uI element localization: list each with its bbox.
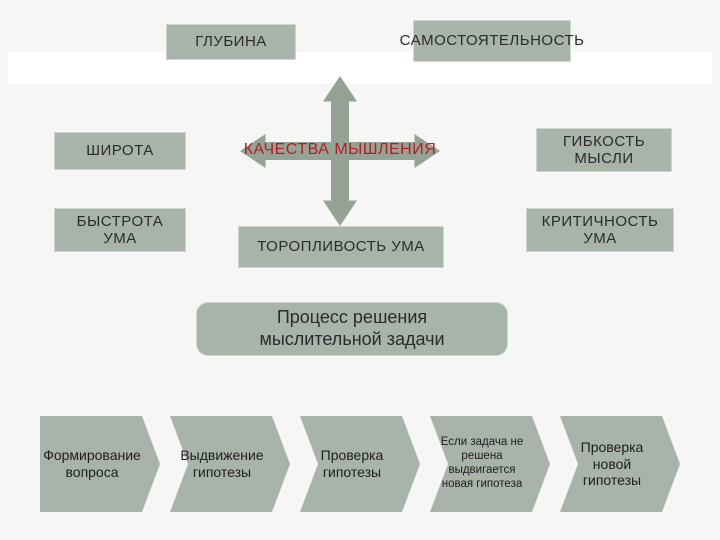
process-step-1: Формирование вопроса (40, 416, 160, 512)
quality-box-label: САМОСТОЯТЕЛЬНОСТЬ (400, 32, 585, 49)
process-step-label: Если задача не решена выдвигается новая … (436, 416, 528, 512)
process-step-label: Выдвижение гипотезы (178, 416, 266, 512)
process-step-5: Проверка новой гипотезы (560, 416, 680, 512)
quality-box-label: КРИТИЧНОСТЬ УМА (533, 213, 667, 248)
process-step-4: Если задача не решена выдвигается новая … (430, 416, 550, 512)
process-step-label: Формирование вопроса (48, 416, 136, 512)
quality-box-label: ГИБКОСТЬ МЫСЛИ (543, 133, 665, 168)
quality-box-kritichnost: КРИТИЧНОСТЬ УМА (526, 208, 674, 252)
quality-box-label: ТОРОПЛИВОСТЬ УМА (257, 238, 425, 255)
process-title-text: Процесс решения мыслительной задачи (215, 307, 489, 350)
quality-box-label: ШИРОТА (86, 142, 154, 159)
quality-box-label: ГЛУБИНА (195, 33, 267, 50)
quality-box-samost: САМОСТОЯТЕЛЬНОСТЬ (413, 20, 571, 62)
quality-box-shirota: ШИРОТА (54, 132, 186, 170)
process-step-2: Выдвижение гипотезы (170, 416, 290, 512)
quality-box-toroplivost: ТОРОПЛИВОСТЬ УМА (238, 226, 444, 268)
quality-box-bystrota: БЫСТРОТА УМА (54, 208, 186, 252)
quality-box-label: БЫСТРОТА УМА (61, 213, 179, 248)
process-step-label: Проверка гипотезы (308, 416, 396, 512)
process-step-label: Проверка новой гипотезы (568, 416, 656, 512)
process-title-box: Процесс решения мыслительной задачи (196, 302, 508, 356)
quality-box-gibkost: ГИБКОСТЬ МЫСЛИ (536, 128, 672, 172)
process-chevron-row: Формирование вопроса Выдвижение гипотезы П… (0, 414, 720, 514)
process-step-3: Проверка гипотезы (300, 416, 420, 512)
center-title: КАЧЕСТВА МЫШЛЕНИЯ (230, 141, 450, 159)
quality-box-glubina: ГЛУБИНА (166, 24, 296, 60)
